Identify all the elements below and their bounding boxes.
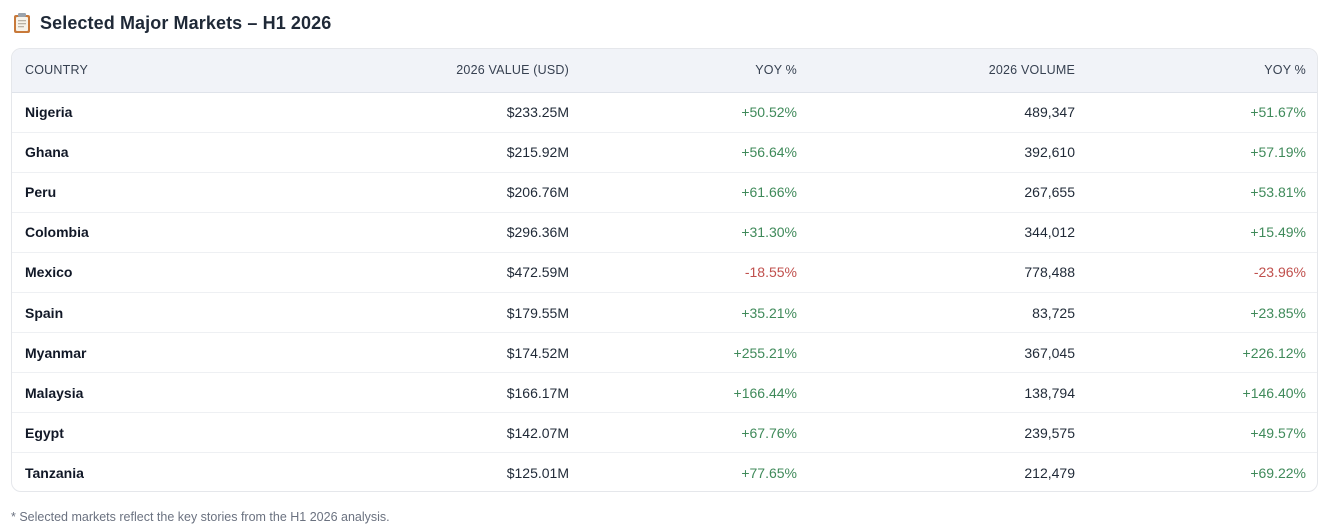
value-yoy-cell: +61.66% — [741, 184, 797, 201]
value-cell: $472.59M — [506, 264, 569, 281]
country-cell: Spain — [25, 304, 64, 321]
value-yoy-cell: +67.76% — [741, 424, 797, 441]
volume-cell: 344,012 — [1024, 224, 1075, 241]
country-cell: Tanzania — [25, 465, 84, 482]
value-cell: $296.36M — [506, 224, 569, 241]
volume-cell: 138,794 — [1024, 384, 1075, 401]
value-yoy-cell: -18.55% — [744, 264, 797, 281]
volume-yoy-cell: +23.85% — [1250, 304, 1306, 321]
country-cell: Ghana — [25, 144, 69, 161]
country-cell: Nigeria — [25, 104, 73, 121]
markets-table: COUNTRY 2026 VALUE (USD) YOY % 2026 VOLU… — [12, 49, 1317, 491]
volume-yoy-cell: +53.81% — [1250, 184, 1306, 201]
column-header-volume[interactable]: 2026 VOLUME — [810, 49, 1088, 93]
country-cell: Myanmar — [25, 344, 87, 361]
table-row: Egypt $142.07M +67.76% 239,575 +49.57% — [12, 413, 1317, 453]
clipboard-icon — [12, 12, 32, 34]
value-cell: $233.25M — [506, 104, 569, 121]
country-cell: Peru — [25, 184, 57, 201]
footnote: * Selected markets reflect the key stori… — [11, 510, 390, 524]
table-row: Mexico $472.59M -18.55% 778,488 -23.96% — [12, 252, 1317, 293]
table-row: Peru $206.76M +61.66% 267,655 +53.81% — [12, 172, 1317, 213]
volume-yoy-cell: -23.96% — [1253, 264, 1306, 281]
volume-cell: 367,045 — [1024, 344, 1075, 361]
table-row: Tanzania $125.01M +77.65% 212,479 +69.22… — [12, 453, 1317, 491]
value-yoy-cell: +255.21% — [733, 344, 797, 361]
table-row: Colombia $296.36M +31.30% 344,012 +15.49… — [12, 212, 1317, 253]
table-row: Malaysia $166.17M +166.44% 138,794 +146.… — [12, 373, 1317, 413]
value-cell: $125.01M — [506, 465, 569, 482]
volume-cell: 267,655 — [1024, 184, 1075, 201]
table-header-row: COUNTRY 2026 VALUE (USD) YOY % 2026 VOLU… — [12, 49, 1317, 93]
volume-yoy-cell: +146.40% — [1242, 384, 1306, 401]
value-cell: $179.55M — [506, 304, 569, 321]
value-cell: $166.17M — [506, 384, 569, 401]
page-title-row: Selected Major Markets – H1 2026 — [12, 10, 331, 36]
table-row: Nigeria $233.25M +50.52% 489,347 +51.67% — [12, 92, 1317, 133]
value-yoy-cell: +56.64% — [741, 144, 797, 161]
volume-cell: 212,479 — [1024, 465, 1075, 482]
value-yoy-cell: +31.30% — [741, 224, 797, 241]
column-header-country[interactable]: COUNTRY — [12, 49, 162, 93]
country-cell: Mexico — [25, 264, 73, 281]
value-yoy-cell: +50.52% — [741, 104, 797, 121]
value-yoy-cell: +166.44% — [733, 384, 797, 401]
value-cell: $174.52M — [506, 344, 569, 361]
volume-cell: 489,347 — [1024, 104, 1075, 121]
country-cell: Colombia — [25, 224, 89, 241]
volume-yoy-cell: +69.22% — [1250, 465, 1306, 482]
country-cell: Egypt — [25, 424, 64, 441]
column-header-value[interactable]: 2026 VALUE (USD) — [162, 49, 582, 93]
column-header-volume-yoy[interactable]: YOY % — [1088, 49, 1317, 93]
table-row: Ghana $215.92M +56.64% 392,610 +57.19% — [12, 132, 1317, 173]
country-cell: Malaysia — [25, 384, 84, 401]
volume-cell: 239,575 — [1024, 424, 1075, 441]
value-yoy-cell: +77.65% — [741, 465, 797, 482]
table-row: Spain $179.55M +35.21% 83,725 +23.85% — [12, 292, 1317, 333]
volume-yoy-cell: +51.67% — [1250, 104, 1306, 121]
volume-cell: 778,488 — [1024, 264, 1075, 281]
volume-cell: 392,610 — [1024, 144, 1075, 161]
volume-cell: 83,725 — [1032, 304, 1075, 321]
volume-yoy-cell: +15.49% — [1250, 224, 1306, 241]
column-header-value-yoy[interactable]: YOY % — [582, 49, 810, 93]
value-cell: $215.92M — [506, 144, 569, 161]
value-yoy-cell: +35.21% — [741, 304, 797, 321]
volume-yoy-cell: +226.12% — [1242, 344, 1306, 361]
table-row: Myanmar $174.52M +255.21% 367,045 +226.1… — [12, 333, 1317, 373]
value-cell: $206.76M — [506, 184, 569, 201]
markets-table-card: COUNTRY 2026 VALUE (USD) YOY % 2026 VOLU… — [11, 48, 1318, 492]
volume-yoy-cell: +49.57% — [1250, 424, 1306, 441]
volume-yoy-cell: +57.19% — [1250, 144, 1306, 161]
page-title: Selected Major Markets – H1 2026 — [40, 12, 332, 33]
value-cell: $142.07M — [506, 424, 569, 441]
